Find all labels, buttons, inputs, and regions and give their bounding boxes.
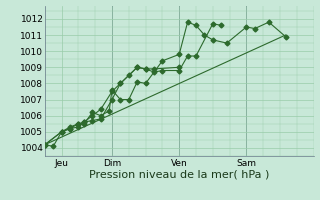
X-axis label: Pression niveau de la mer( hPa ): Pression niveau de la mer( hPa ) — [89, 169, 269, 179]
